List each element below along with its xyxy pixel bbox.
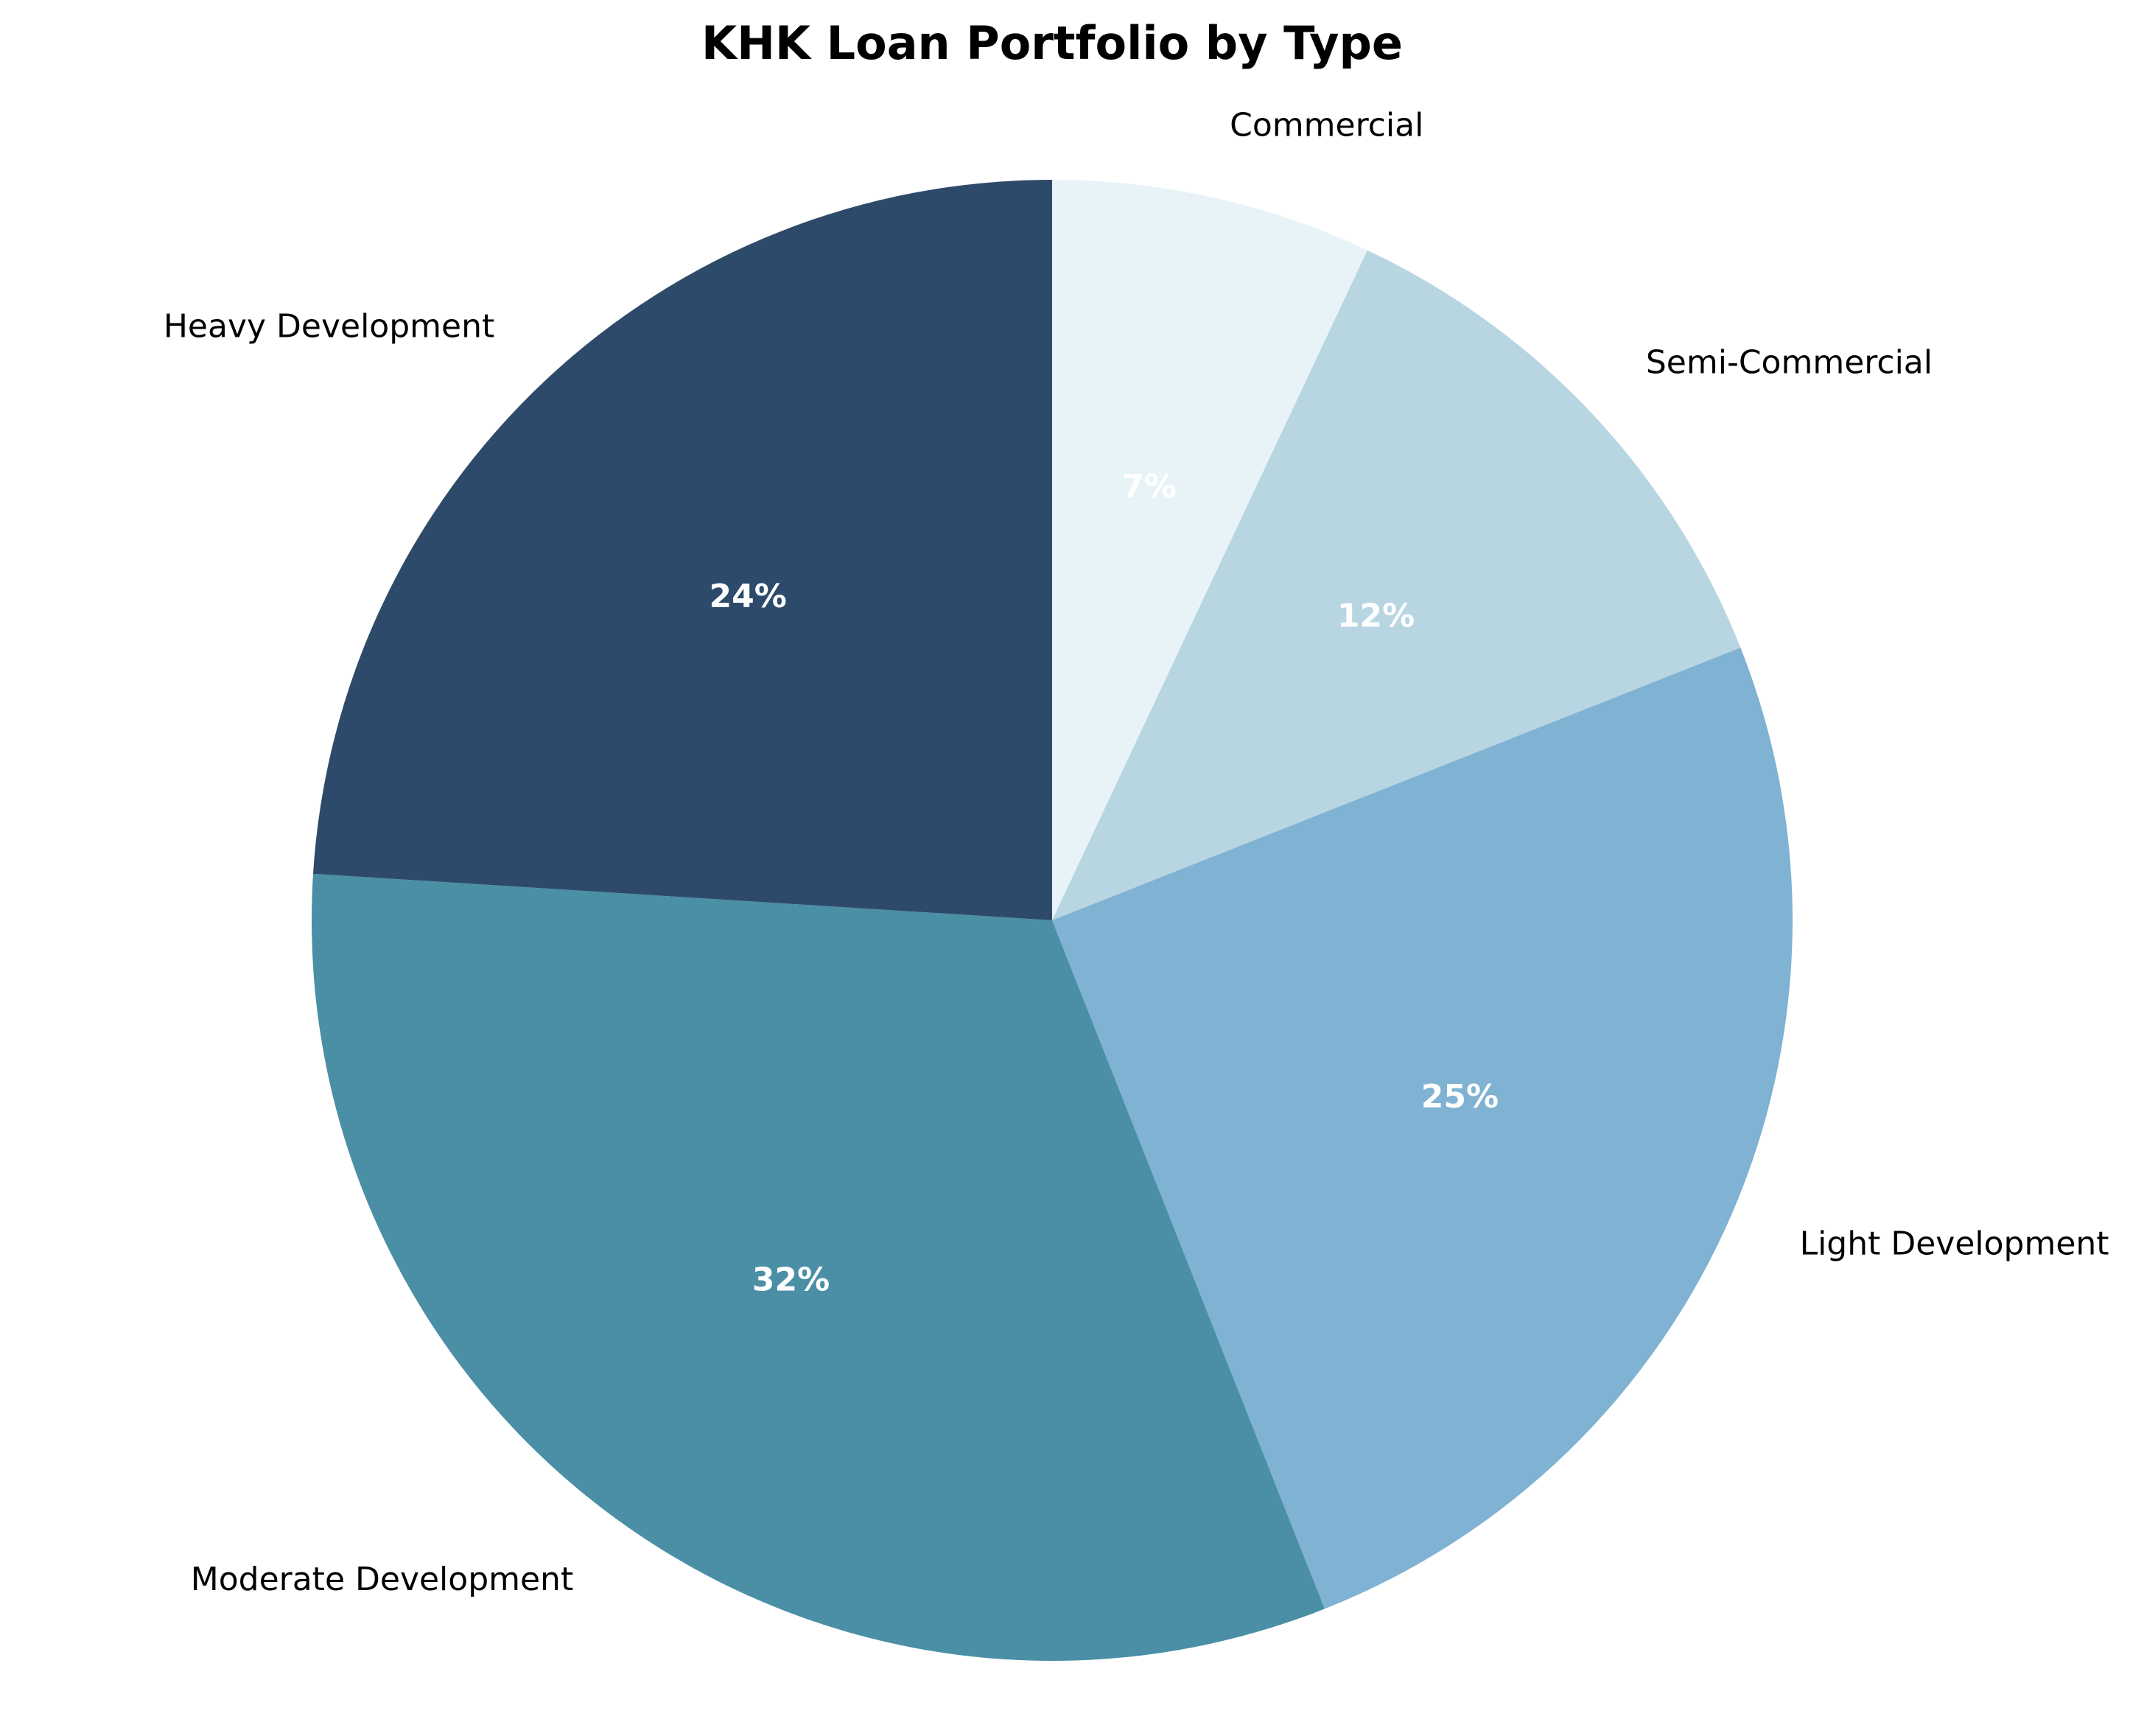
slice-percent-commercial: 7% (1121, 468, 1177, 505)
pie-slice-commercial (1052, 180, 1367, 920)
pie-slice-heavy-development (312, 180, 1052, 920)
pie-labels: Commercial Semi-Commercial Light Developme… (164, 107, 2109, 1598)
pie-slice-light-development (1052, 648, 1793, 1609)
pie-slices (311, 180, 1793, 1661)
slice-percent-heavy-development: 24% (710, 578, 787, 615)
pie-percent-labels: 7% 12% 25% 32% 24% (710, 468, 1499, 1298)
slice-percent-semi-commercial: 12% (1337, 598, 1415, 635)
slice-label-commercial: Commercial (1230, 107, 1423, 144)
slice-label-light-development: Light Development (1800, 1225, 2109, 1263)
slice-label-heavy-development: Heavy Development (164, 308, 494, 346)
slice-percent-moderate-development: 32% (752, 1261, 830, 1298)
slice-percent-light-development: 25% (1421, 1078, 1499, 1116)
pie-slice-semi-commercial (1052, 250, 1741, 920)
chart-title: KHK Loan Portfolio by Type (701, 16, 1403, 70)
slice-label-semi-commercial: Semi-Commercial (1646, 344, 1933, 382)
slice-label-moderate-development: Moderate Development (191, 1561, 573, 1598)
pie-slice-moderate-development (311, 873, 1325, 1661)
